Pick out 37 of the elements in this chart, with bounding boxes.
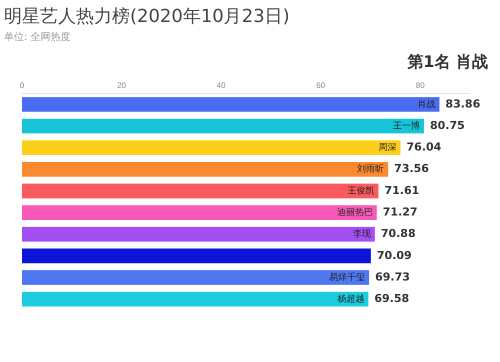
data-label: 80.75	[430, 118, 465, 132]
chart-subtitle: 单位: 全网热度	[4, 30, 71, 44]
y-tick-label: 易烊千玺	[329, 272, 366, 283]
bar	[22, 226, 375, 242]
y-tick-label: 周深	[378, 142, 397, 154]
data-label: 69.58	[374, 292, 410, 306]
y-tick-label: 李现	[352, 228, 371, 240]
y-tick-label: 王俊凯	[347, 185, 374, 196]
y-tick-label: 肖战	[417, 98, 436, 110]
y-tick-label: 杨超越	[336, 294, 364, 305]
bar	[22, 97, 440, 112]
x-tick-label: 40	[216, 81, 226, 90]
y-tick-label: 刘雨昕	[357, 164, 384, 175]
data-label: 71.61	[384, 184, 420, 197]
x-tick-label: 60	[316, 81, 326, 90]
bar	[22, 140, 401, 156]
data-label: 71.27	[382, 205, 418, 218]
data-label: 69.73	[375, 270, 410, 284]
bar	[22, 270, 370, 285]
x-tick-label: 80	[416, 81, 426, 90]
x-tick-label: 20	[117, 81, 127, 90]
chart-title: 明星艺人热力榜(2020年10月23日)	[4, 5, 290, 28]
x-tick-label: 0	[20, 81, 25, 90]
y-tick-label: 王一博	[392, 120, 420, 132]
bar	[22, 292, 368, 307]
bar	[22, 118, 424, 134]
data-label: 70.88	[380, 227, 416, 240]
bar	[22, 248, 371, 264]
text: 第1名 肖战	[407, 52, 488, 73]
bar	[22, 184, 378, 198]
data-label: 73.56	[394, 162, 430, 176]
data-label: 83.86	[445, 97, 481, 110]
bar	[22, 205, 377, 220]
data-label: 76.04	[406, 140, 442, 154]
y-tick-label: 迪丽热巴	[336, 206, 373, 218]
data-label: 70.09	[376, 248, 412, 262]
bar	[22, 162, 388, 177]
